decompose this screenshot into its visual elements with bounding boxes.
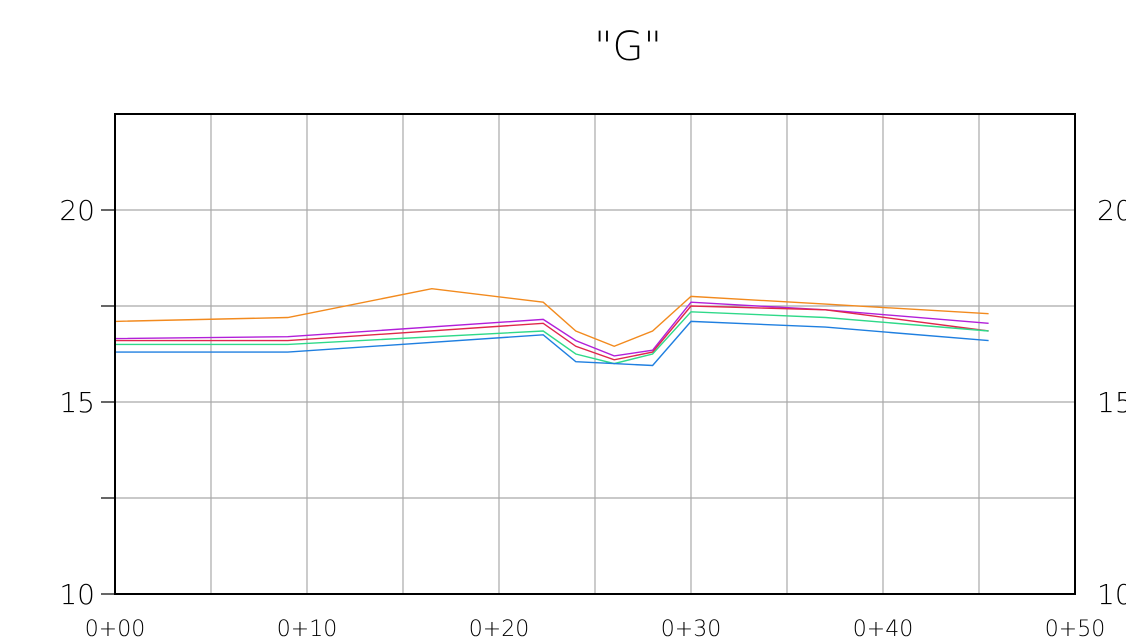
y-tick-label: 10 [59,578,95,611]
x-tick-label: 0+50 [1045,617,1105,642]
axis-ticks [101,209,115,595]
series-group [114,287,989,367]
y-tick-label-right: 10 [1097,578,1126,611]
series-line-1 [114,287,989,348]
grid [114,114,1076,594]
x-tick-label: 0+40 [853,617,913,642]
x-tick-label: 0+30 [661,617,721,642]
series-line-2 [114,301,989,357]
series-line-3 [115,305,989,361]
y-tick-label-right: 20 [1097,194,1126,227]
chart-title: "G" [594,24,662,70]
y-tick-label: 15 [59,386,95,419]
y-tick-label: 20 [59,194,95,227]
plot-frame [114,113,1076,595]
x-tick-label: 0+10 [277,617,337,642]
series-line-5 [115,320,989,367]
tick-labels: 10 10 15 15 20 20 0+00 0+10 0+20 0+30 0+40 0+50 [59,194,1126,642]
x-tick-label: 0+20 [469,617,529,642]
x-tick-label: 0+00 [85,617,145,642]
y-tick-label-right: 15 [1097,386,1126,419]
